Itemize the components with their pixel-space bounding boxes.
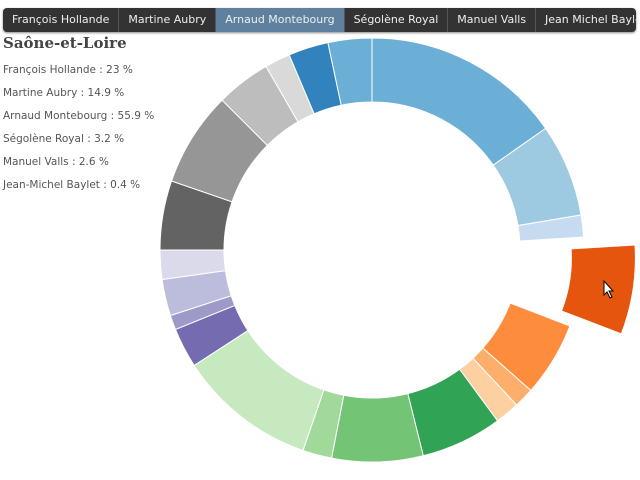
cursor: [603, 279, 615, 299]
donut-segment[interactable]: [327, 37, 373, 106]
result-line: Jean-Michel Baylet : 0.4 %: [3, 179, 141, 191]
donut-segment[interactable]: [560, 244, 636, 335]
result-line: Manuel Valls : 2.6 %: [3, 156, 109, 168]
tab[interactable]: Ségolène Royal: [345, 8, 449, 32]
tab-bar: François Hollande Martine Aubry Arnaud Mon…: [3, 8, 636, 32]
title: Saône-et-Loire: [3, 34, 127, 52]
donut: [159, 37, 636, 463]
tab[interactable]: Arnaud Montebourg: [216, 8, 345, 32]
tab[interactable]: Martine Aubry: [119, 8, 217, 32]
tab[interactable]: Jean Michel Baylet: [536, 8, 636, 32]
result-line: Martine Aubry : 14.9 %: [3, 87, 125, 99]
result-line: Ségolène Royal : 3.2 %: [3, 133, 125, 145]
donut-segment[interactable]: [330, 392, 424, 463]
result-line: Arnaud Montebourg : 55.9 %: [3, 110, 155, 122]
donut-segment[interactable]: [517, 214, 585, 242]
tab[interactable]: François Hollande: [3, 8, 120, 32]
result-line: François Hollande : 23 %: [3, 64, 133, 76]
tab[interactable]: Manuel Valls: [448, 8, 537, 32]
results: François Hollande : 23 % Martine Aubry : …: [3, 62, 154, 200]
